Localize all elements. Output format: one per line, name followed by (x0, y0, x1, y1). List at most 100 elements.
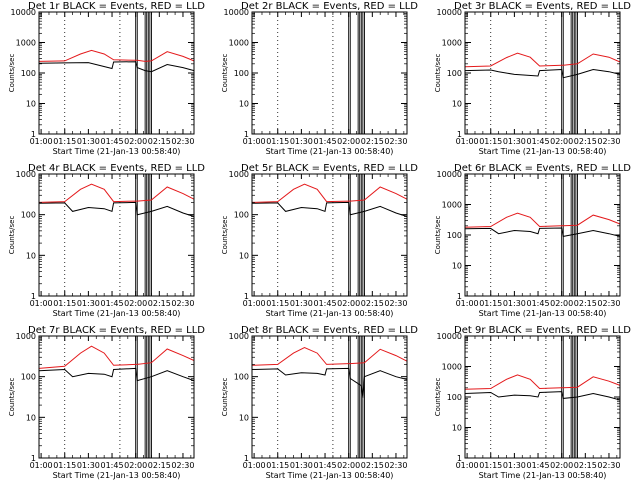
y-axis-label: Counts/sec (434, 216, 442, 255)
y-tick-label: 10 (26, 251, 36, 260)
x-tick-label: 01:30 (290, 299, 313, 308)
y-tick-label: 100 (234, 373, 249, 382)
x-tick-label: 02:00 (124, 461, 147, 470)
x-tick-label: 01:00 (456, 137, 479, 146)
chart-title: Det 2r BLACK = Events, RED = LLD (241, 1, 418, 12)
series-line-events (251, 201, 408, 217)
y-tick-label: 10000 (11, 8, 36, 17)
y-tick-label: 10 (26, 413, 36, 422)
x-tick-label: 02:30 (384, 461, 407, 470)
x-tick-label: 01:45 (101, 461, 124, 470)
x-tick-label: 01:30 (503, 299, 526, 308)
x-tick-label: 01:45 (527, 137, 550, 146)
y-tick-label: 10 (452, 424, 462, 433)
x-tick-label: 01:45 (314, 137, 337, 146)
y-tick-label: 1000 (229, 170, 249, 179)
y-tick-label: 1 (457, 454, 462, 463)
y-tick-label: 100 (447, 69, 462, 78)
x-tick-label: 02:30 (384, 137, 407, 146)
series-line-lld (251, 346, 408, 366)
y-axis-label: Counts/sec (221, 378, 229, 417)
y-tick-label: 1000 (16, 39, 36, 48)
plot-frame (38, 11, 195, 135)
plot-frame (464, 11, 621, 135)
x-tick-label: 01:45 (101, 137, 124, 146)
chart-title: Det 5r BLACK = Events, RED = LLD (241, 163, 418, 174)
x-axis-label: Start Time (21-Jan-13 00:58:40) (53, 147, 181, 156)
x-tick-label: 02:00 (337, 299, 360, 308)
y-tick-label: 1000 (442, 363, 462, 372)
x-tick-label: 02:30 (597, 299, 620, 308)
chart-title: Det 1r BLACK = Events, RED = LLD (28, 1, 205, 12)
y-tick-label: 10 (452, 100, 462, 109)
chart-title: Det 4r BLACK = Events, RED = LLD (28, 163, 205, 174)
x-tick-label: 02:15 (361, 137, 384, 146)
x-axis-label: Start Time (21-Jan-13 00:58:40) (479, 309, 607, 318)
y-tick-label: 1000 (229, 332, 249, 341)
x-tick-label: 01:00 (243, 299, 266, 308)
y-tick-label: 10 (239, 100, 249, 109)
x-tick-label: 01:15 (266, 299, 289, 308)
x-tick-label: 01:15 (266, 137, 289, 146)
y-tick-label: 10 (239, 251, 249, 260)
x-tick-label: 01:30 (503, 461, 526, 470)
x-axis-label: Start Time (21-Jan-13 00:58:40) (266, 471, 394, 480)
x-tick-label: 02:15 (148, 299, 171, 308)
x-tick-label: 01:00 (456, 299, 479, 308)
x-axis-label: Start Time (21-Jan-13 00:58:40) (266, 309, 394, 318)
chart-panel-7: Det 7r BLACK = Events, RED = LLD 1 10 100 10… (8, 325, 205, 480)
x-tick-label: 01:15 (479, 461, 502, 470)
y-tick-label: 10 (26, 100, 36, 109)
y-tick-label: 1 (31, 130, 36, 139)
y-tick-label: 10000 (437, 8, 462, 17)
x-tick-label: 01:30 (290, 137, 313, 146)
series-line-events (38, 61, 195, 73)
x-tick-label: 02:30 (171, 137, 194, 146)
x-tick-label: 01:30 (77, 137, 100, 146)
chart-panel-1: Det 1r BLACK = Events, RED = LLD 1 10 100 10… (8, 1, 205, 156)
series-line-lld (38, 49, 195, 62)
chart-panel-8: Det 8r BLACK = Events, RED = LLD 1 10 100 10… (221, 325, 418, 480)
y-tick-label: 100 (234, 211, 249, 220)
series-line-lld (38, 183, 195, 203)
y-axis-label: Counts/sec (8, 54, 16, 93)
chart-panel-4: Det 4r BLACK = Events, RED = LLD 1 10 100 10… (8, 163, 205, 318)
x-tick-label: 01:45 (314, 299, 337, 308)
x-tick-label: 01:45 (101, 299, 124, 308)
x-tick-label: 02:30 (384, 299, 407, 308)
y-tick-label: 100 (21, 373, 36, 382)
y-axis-label: Counts/sec (221, 216, 229, 255)
y-tick-label: 1000 (229, 39, 249, 48)
series-line-events (38, 367, 195, 382)
x-tick-label: 02:15 (574, 137, 597, 146)
y-axis-label: Counts/sec (434, 378, 442, 417)
x-tick-label: 01:45 (314, 461, 337, 470)
series-line-events (251, 367, 408, 398)
chart-title: Det 8r BLACK = Events, RED = LLD (241, 325, 418, 336)
x-tick-label: 02:30 (171, 299, 194, 308)
y-tick-label: 1 (244, 292, 249, 301)
y-tick-label: 100 (21, 69, 36, 78)
x-tick-label: 01:15 (53, 137, 76, 146)
x-tick-label: 01:15 (479, 299, 502, 308)
y-tick-label: 100 (234, 69, 249, 78)
y-tick-label: 100 (447, 393, 462, 402)
x-tick-label: 01:00 (30, 299, 53, 308)
series-line-lld (251, 183, 408, 203)
chart-panel-6: Det 6r BLACK = Events, RED = LLD 1 10 100 10… (434, 163, 631, 318)
x-tick-label: 01:30 (77, 299, 100, 308)
x-tick-label: 02:30 (597, 137, 620, 146)
y-tick-label: 1000 (16, 332, 36, 341)
x-tick-label: 01:00 (30, 461, 53, 470)
x-tick-label: 02:00 (337, 137, 360, 146)
y-tick-label: 1 (244, 130, 249, 139)
y-tick-label: 1 (457, 130, 462, 139)
x-tick-label: 01:45 (527, 299, 550, 308)
chart-title: Det 7r BLACK = Events, RED = LLD (28, 325, 205, 336)
x-tick-label: 02:15 (361, 299, 384, 308)
x-tick-label: 01:15 (53, 461, 76, 470)
y-axis-label: Counts/sec (8, 216, 16, 255)
series-line-lld (38, 345, 195, 369)
x-axis-label: Start Time (21-Jan-13 00:58:40) (479, 147, 607, 156)
